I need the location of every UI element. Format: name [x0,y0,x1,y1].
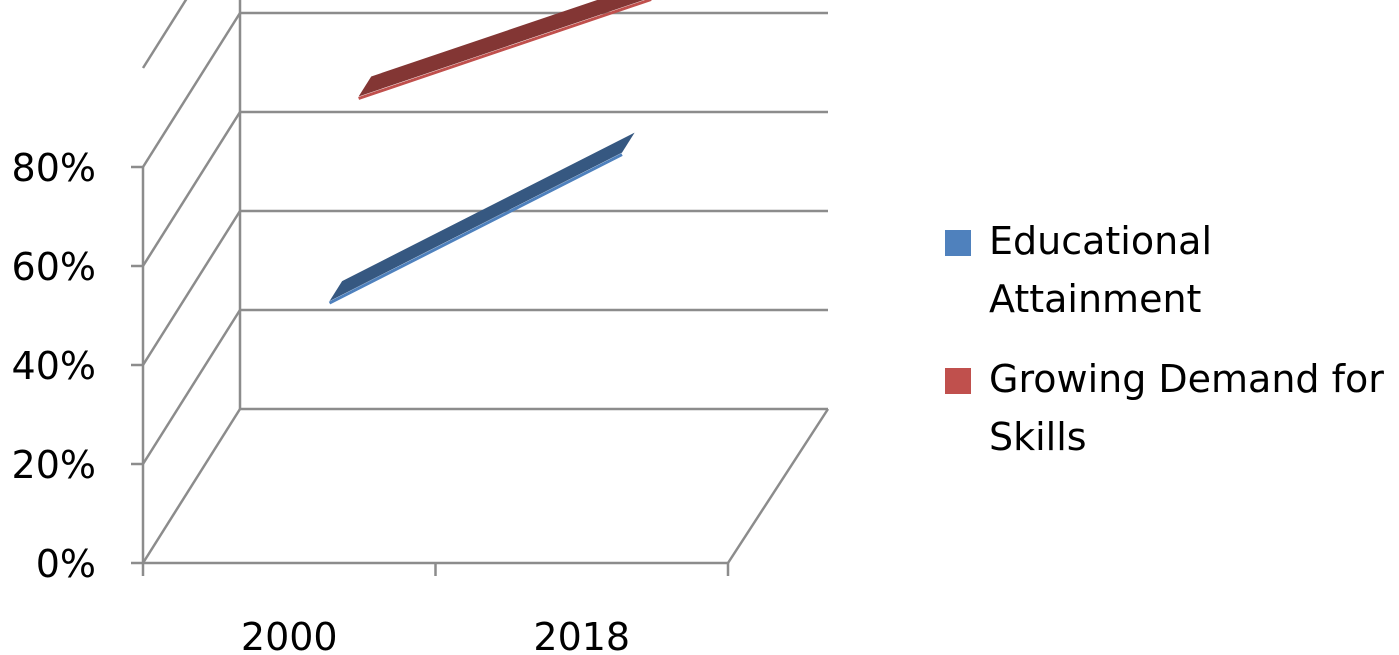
floor-edge [726,408,830,564]
gridline-side [141,0,188,69]
gridline-side [141,111,242,267]
x-axis-tick-labels: 2000 2018 [241,615,630,655]
gridline-side [141,408,242,564]
series-ribbon [329,132,635,302]
y-tick-label: 20% [12,443,96,487]
gridlines [141,0,830,564]
gridline-side [141,309,242,465]
legend-swatch-growing-demand [945,368,971,394]
series-ribbon-front-edge [358,0,652,100]
series-ribbon [358,0,644,97]
series-ribbons [328,0,652,305]
legend-label-growing-demand: Growing Demand for Skills [989,357,1384,459]
gridline-side [141,12,242,168]
axes [131,0,730,576]
legend-item-educational-attainment: Educational Attainment [945,212,1395,328]
y-tick-label: 0% [36,542,96,586]
legend-item-growing-demand: Growing Demand for Skills [945,350,1395,466]
x-tick-label: 2000 [241,615,338,655]
y-axis-tick-labels: 0% 20% 40% 60% 80% [12,146,96,586]
y-tick-label: 40% [12,344,96,388]
series-ribbon-front-edge [328,153,623,305]
gridline-side [141,210,242,366]
y-tick-label: 80% [12,146,96,190]
y-tick-label: 60% [12,245,96,289]
legend-swatch-educational-attainment [945,230,971,256]
chart-plot: 0% 20% 40% 60% 80% 2000 2018 [12,0,830,655]
legend-label-educational-attainment: Educational Attainment [989,219,1213,321]
legend: Educational Attainment Growing Demand fo… [945,212,1395,488]
x-tick-label: 2018 [533,615,630,655]
